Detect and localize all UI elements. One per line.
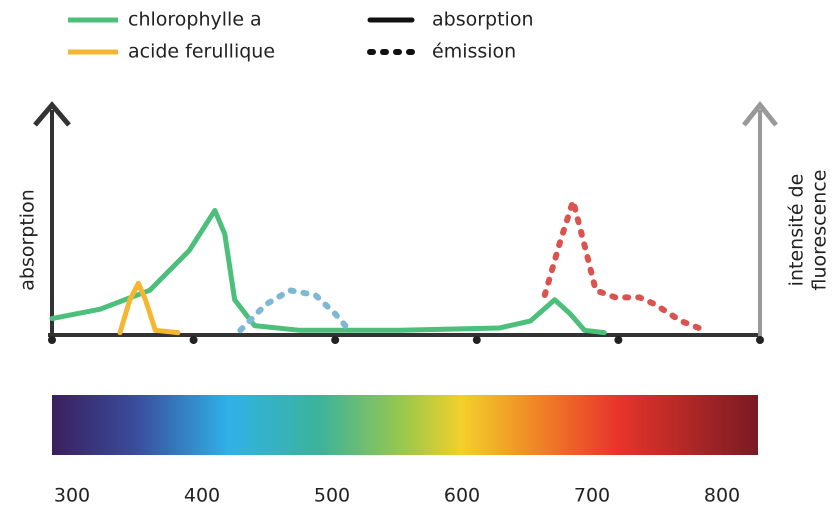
y-arrow	[33, 101, 71, 127]
y2-axis-label: fluorescence	[809, 170, 831, 291]
x-tick-label: 300	[54, 485, 90, 507]
x-tick	[756, 336, 764, 344]
x-tick	[614, 336, 623, 344]
legend-label: absorption	[432, 9, 534, 31]
curve	[237, 287, 353, 334]
y2-axis-label: intensité de	[786, 174, 808, 287]
y2-arrow	[742, 100, 778, 127]
x-tick-label: 700	[574, 485, 610, 507]
x-tick	[331, 336, 340, 344]
x-tick-label: 600	[444, 485, 480, 507]
x-tick	[48, 336, 56, 344]
legend-label: chlorophylle a	[128, 9, 262, 31]
legend-label: acide ferullique	[128, 41, 275, 63]
curve	[541, 198, 708, 334]
x-tick	[472, 336, 481, 344]
curve	[117, 280, 181, 336]
y-axis-label: absorption	[17, 189, 39, 291]
spectrum-bar	[52, 395, 758, 455]
curve	[49, 207, 607, 336]
x-tick-label: 800	[704, 485, 740, 507]
x-tick-label: 500	[314, 485, 350, 507]
x-tick	[189, 336, 198, 344]
legend-label: émission	[432, 41, 516, 63]
x-tick-label: 400	[184, 485, 220, 507]
